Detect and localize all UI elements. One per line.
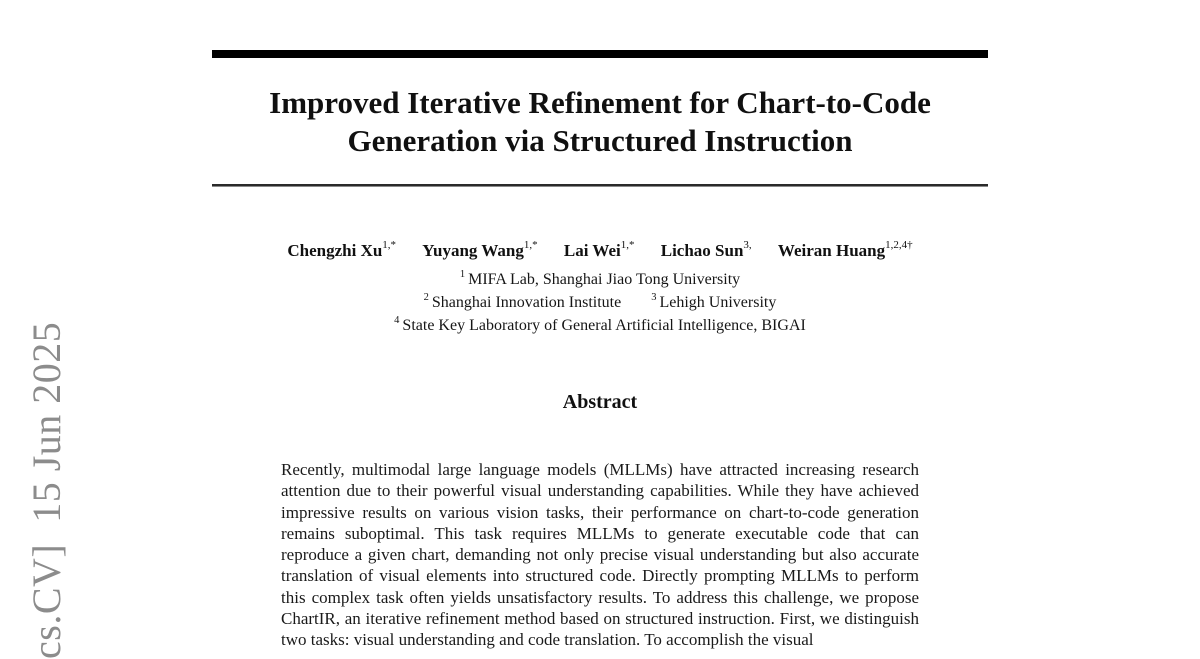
author-superscript: 1,* [382,239,397,252]
affiliation-row-2: 2 Shanghai Innovation Institute 3 Lehigh Un… [0,291,1200,314]
affiliation-superscript: 1 [459,268,466,280]
affiliation-superscript: 2 [423,291,429,303]
affiliation-superscript: 3 [651,291,657,303]
affiliation-superscript: 4 [394,314,400,326]
author-weiran-huang: Weiran Huang1,2,4† [777,239,913,260]
paper-title-line-1: Improved Iterative Refinement for Chart-… [269,85,931,120]
author-superscript: 3, [743,239,752,252]
abstract-text: Recently, multimodal large language mode… [281,460,919,650]
author-list: Chengzhi Xu1,* Yuyang Wang1,* Lai Wei1,*… [0,239,1200,261]
title-rule-bottom [212,184,988,187]
affiliation-lehigh: Lehigh University [659,294,777,311]
affiliation-shanghai-innovation: Shanghai Innovation Institute [431,294,622,311]
affiliation-row-3: 4 State Key Laboratory of General Artific… [0,314,1200,337]
abstract-heading: Abstract [562,391,638,413]
author-yuyang-wang: Yuyang Wang1,* [422,239,538,260]
affiliation-list: 1 MIFA Lab, Shanghai Jiao Tong University… [0,268,1200,337]
title-rule-top [212,50,988,58]
author-superscript: 1,* [620,239,635,252]
author-superscript: 1,2,4† [885,239,913,252]
arxiv-watermark: cs.CV] 15 Jun 2025 [24,321,69,659]
author-lichao-sun: Lichao Sun3, [660,239,752,260]
affiliation-mifa-lab: MIFA Lab, Shanghai Jiao Tong University [468,271,741,288]
author-chengzhi-xu: Chengzhi Xu1,* [287,239,397,260]
affiliation-row-1: 1 MIFA Lab, Shanghai Jiao Tong University [0,268,1200,291]
paper-title-line-2: Generation via Structured Instruction [347,123,853,158]
affiliation-bigai: State Key Laboratory of General Artifici… [402,317,806,334]
author-superscript: 1,* [523,239,538,252]
paper-title: Improved Iterative Refinement for Chart-… [212,84,988,160]
author-lai-wei: Lai Wei1,* [563,239,635,260]
